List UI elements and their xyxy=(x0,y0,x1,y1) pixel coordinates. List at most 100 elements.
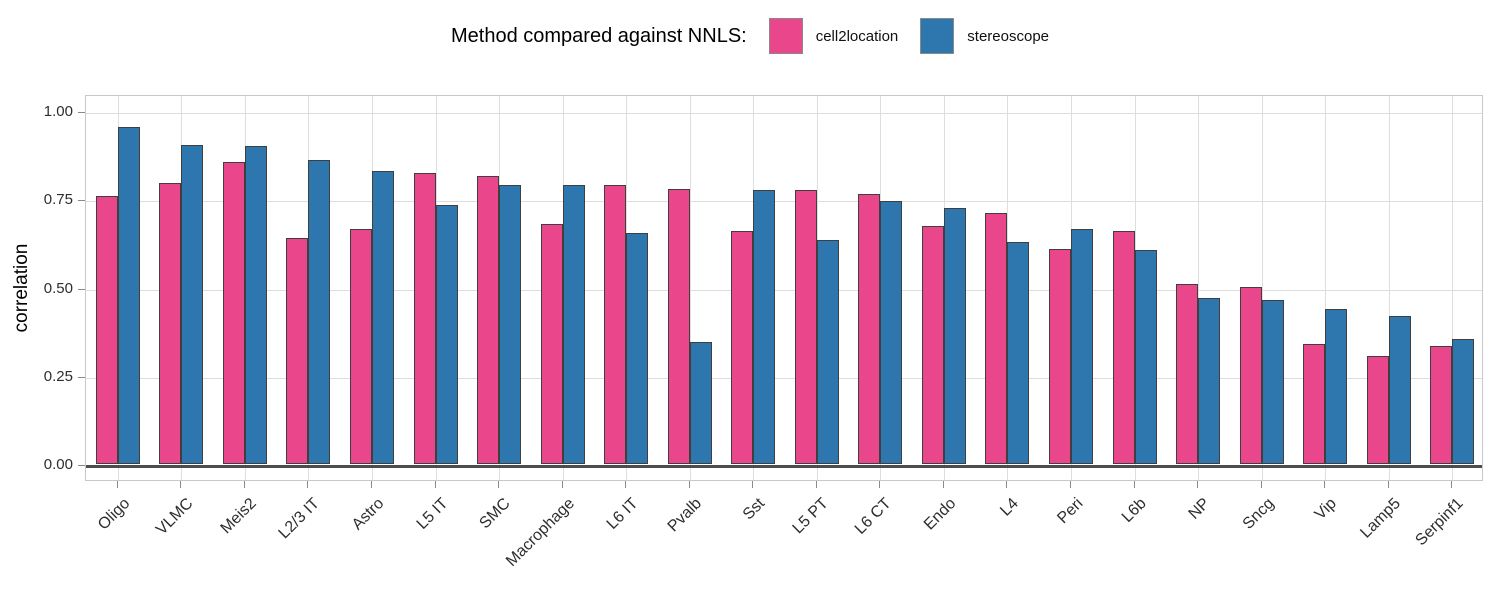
x-tick-l6-ct xyxy=(879,481,880,488)
gridline-vertical-pvalb xyxy=(689,96,691,480)
x-tick-np xyxy=(1197,481,1198,488)
gridline-y-0.5 xyxy=(86,290,1482,291)
y-tick-label-0.5: 0.50 xyxy=(43,280,73,297)
x-tick-serpinf1 xyxy=(1451,481,1452,488)
x-axis-label-text-sncg: Sncg xyxy=(1239,495,1278,533)
gridline-vertical-vip xyxy=(1324,96,1326,480)
bar-stereoscope-l6-it xyxy=(626,233,648,464)
bar-stereoscope-meis2 xyxy=(245,146,267,464)
x-axis-label-text-lamp5: Lamp5 xyxy=(1357,495,1405,542)
gridline-vertical-serpinf1 xyxy=(1451,96,1453,480)
plot-panel xyxy=(85,95,1483,481)
x-tick-vip xyxy=(1324,481,1325,488)
x-axis-label-text-l4: L4 xyxy=(997,495,1023,520)
bar-cell2location-l6-ct xyxy=(858,194,880,464)
bar-stereoscope-astro xyxy=(372,171,394,464)
x-axis-label-text-l6-it: L6 IT xyxy=(603,495,642,533)
x-axis-label-text-smc: SMC xyxy=(476,495,515,533)
gridline-vertical-lamp5 xyxy=(1388,96,1390,480)
x-axis-label-text-oligo: Oligo xyxy=(94,495,134,534)
bar-stereoscope-serpinf1 xyxy=(1452,339,1474,464)
x-tick-astro xyxy=(371,481,372,488)
bar-cell2location-macrophage xyxy=(541,224,563,464)
x-axis-label-text-sst: Sst xyxy=(739,495,769,524)
bar-stereoscope-oligo xyxy=(118,127,140,464)
bar-stereoscope-l6-ct xyxy=(880,201,902,464)
x-tick-oligo xyxy=(117,481,118,488)
legend: Method compared against NNLS: cell2locat… xyxy=(0,12,1500,60)
gridline-y-0.75 xyxy=(86,201,1482,202)
bar-cell2location-astro xyxy=(350,229,372,464)
bar-cell2location-serpinf1 xyxy=(1430,346,1452,464)
bar-cell2location-l2-3-it xyxy=(286,238,308,464)
x-tick-sst xyxy=(752,481,753,488)
x-tick-l2-3-it xyxy=(307,481,308,488)
y-tick-label-0.75: 0.75 xyxy=(43,191,73,208)
bar-stereoscope-l5-pt xyxy=(817,240,839,464)
x-axis-label-text-l5-pt: L5 PT xyxy=(789,495,833,538)
y-tick-0.25 xyxy=(78,377,85,378)
gridline-y-0.25 xyxy=(86,378,1482,379)
gridline-vertical-sncg xyxy=(1261,96,1263,480)
bar-cell2location-np xyxy=(1176,284,1198,464)
x-axis-label-text-serpinf1: Serpinf1 xyxy=(1412,495,1468,550)
x-axis-label-text-vip: Vip xyxy=(1311,495,1341,524)
bar-cell2location-vlmc xyxy=(159,183,181,464)
legend-label-stereoscope: stereoscope xyxy=(967,27,1049,45)
bar-stereoscope-l5-it xyxy=(436,205,458,464)
bar-stereoscope-l4 xyxy=(1007,242,1029,464)
x-tick-l6-it xyxy=(625,481,626,488)
x-axis-label-text-endo: Endo xyxy=(920,495,960,534)
x-tick-pvalb xyxy=(689,481,690,488)
x-axis-label-text-astro: Astro xyxy=(348,495,388,534)
y-tick-label-0.25: 0.25 xyxy=(43,368,73,385)
x-tick-l4 xyxy=(1006,481,1007,488)
zero-baseline xyxy=(86,465,1482,468)
bar-stereoscope-peri xyxy=(1071,229,1093,464)
bar-stereoscope-vip xyxy=(1325,309,1347,464)
x-tick-vlmc xyxy=(180,481,181,488)
gridline-vertical-np xyxy=(1197,96,1199,480)
bar-cell2location-endo xyxy=(922,226,944,464)
x-axis-label-text-np: NP xyxy=(1185,495,1214,523)
x-axis-label-text-vlmc: VLMC xyxy=(152,495,197,539)
bar-stereoscope-vlmc xyxy=(181,145,203,464)
y-tick-label-0: 0.00 xyxy=(43,456,73,473)
x-tick-lamp5 xyxy=(1388,481,1389,488)
bar-stereoscope-endo xyxy=(944,208,966,464)
x-axis-label-text-l6b: L6b xyxy=(1119,495,1151,526)
bar-stereoscope-lamp5 xyxy=(1389,316,1411,464)
bar-cell2location-l5-pt xyxy=(795,190,817,464)
bar-stereoscope-smc xyxy=(499,185,521,464)
y-tick-0.75 xyxy=(78,200,85,201)
bar-cell2location-pvalb xyxy=(668,189,690,464)
y-tick-0 xyxy=(78,465,85,466)
bar-stereoscope-l2-3-it xyxy=(308,160,330,464)
bar-stereoscope-np xyxy=(1198,298,1220,464)
bar-stereoscope-pvalb xyxy=(690,342,712,464)
x-tick-macrophage xyxy=(562,481,563,488)
x-axis-label-text-meis2: Meis2 xyxy=(217,495,261,538)
x-tick-l5-pt xyxy=(816,481,817,488)
y-tick-1 xyxy=(78,112,85,113)
x-axis-label-text-l2-3-it: L2/3 IT xyxy=(275,495,324,543)
x-tick-smc xyxy=(498,481,499,488)
y-tick-0.5 xyxy=(78,289,85,290)
bar-stereoscope-sst xyxy=(753,190,775,464)
legend-swatch-stereoscope xyxy=(920,18,955,54)
x-axis-label-text-pvalb: Pvalb xyxy=(664,495,706,536)
bar-cell2location-peri xyxy=(1049,249,1071,464)
gridline-y-1 xyxy=(86,113,1482,114)
bar-cell2location-l5-it xyxy=(414,173,436,464)
bar-stereoscope-macrophage xyxy=(563,185,585,464)
x-tick-l6b xyxy=(1134,481,1135,488)
bar-cell2location-vip xyxy=(1303,344,1325,464)
x-tick-sncg xyxy=(1261,481,1262,488)
x-tick-endo xyxy=(943,481,944,488)
x-tick-peri xyxy=(1070,481,1071,488)
bar-cell2location-sst xyxy=(731,231,753,464)
x-axis-label-text-peri: Peri xyxy=(1053,495,1087,528)
x-tick-meis2 xyxy=(244,481,245,488)
